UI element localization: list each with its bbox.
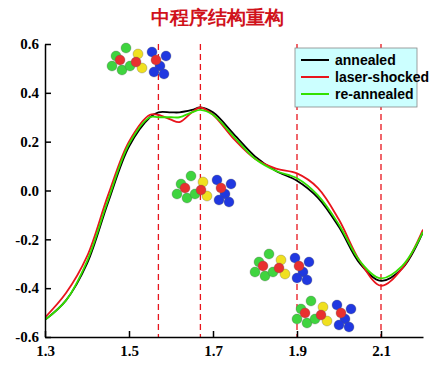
chart-title: 中程序结构重构 [151, 6, 284, 28]
series-line [45, 107, 423, 319]
y-tick: -0.6 [15, 329, 51, 345]
y-tick-label: -0.2 [15, 232, 39, 248]
cluster-atom [336, 308, 346, 318]
cluster-atom [346, 304, 356, 314]
cluster-atom [258, 261, 268, 271]
cluster-atom [294, 261, 304, 271]
series-line [45, 110, 423, 320]
x-tick-label: 1.5 [120, 343, 139, 359]
legend-swatch [301, 93, 329, 95]
y-tick-label: 0.0 [20, 183, 39, 199]
y-tick-mark [45, 337, 51, 339]
cluster-atom [151, 55, 161, 65]
series-line [45, 107, 423, 317]
x-axis-line [46, 337, 424, 339]
y-tick-mark [45, 93, 51, 95]
y-tick-mark [45, 44, 51, 46]
x-tick-mark [381, 331, 383, 337]
y-tick: 0.0 [20, 183, 51, 199]
y-tick: 0.6 [20, 36, 51, 52]
y-tick: -0.4 [15, 280, 51, 296]
cluster-atom [214, 195, 224, 205]
y-axis: -0.6 -0.4 -0.2 0.0 0.2 0.4 0.6 [15, 36, 51, 345]
legend-swatch [301, 76, 329, 78]
y-tick: -0.2 [15, 232, 51, 248]
cluster-atom [180, 183, 190, 193]
legend-label: laser-shocked [335, 69, 429, 85]
cluster-atom [224, 197, 234, 207]
cluster-atom [292, 273, 302, 283]
cluster-atom [186, 171, 196, 181]
x-tick-label: 1.9 [288, 343, 307, 359]
y-tick-mark [45, 288, 51, 290]
x-tick: 2.1 [372, 331, 391, 359]
y-tick-label: -0.4 [15, 280, 39, 296]
cluster-atom [149, 67, 159, 77]
y-tick-mark [45, 141, 51, 143]
x-tick-label: 1.7 [204, 343, 223, 359]
cluster-atom [304, 257, 314, 267]
y-tick-label: 0.4 [20, 85, 39, 101]
cluster-atom [216, 183, 226, 193]
cluster-atom [344, 322, 354, 332]
y-tick-mark [45, 190, 51, 192]
cluster-atom [226, 179, 236, 189]
cluster-atom [274, 263, 284, 273]
x-tick: 1.5 [120, 331, 139, 359]
y-tick-label: -0.6 [15, 329, 39, 345]
y-tick-label: 0.2 [20, 134, 39, 150]
cluster-atom [121, 43, 131, 53]
chart: 中程序结构重构1.31.51.71.92.1-0.6-0.4-0.20.00.2… [0, 0, 435, 370]
cluster-atom [316, 310, 326, 320]
y-tick: 0.2 [20, 134, 51, 150]
cluster-atom [131, 57, 141, 67]
cluster-atom [159, 69, 169, 79]
cluster-atom [300, 308, 310, 318]
cluster-atom [306, 296, 316, 306]
legend: annealedlaser-shockedre-annealed [295, 48, 429, 107]
plot-area [45, 44, 423, 337]
x-tick-mark [129, 331, 131, 337]
legend-label: annealed [335, 52, 396, 68]
x-tick: 1.9 [288, 331, 307, 359]
x-axis: 1.31.51.71.92.1 [36, 331, 423, 359]
y-tick-mark [45, 239, 51, 241]
cluster-atom [264, 249, 274, 259]
y-tick-label: 0.6 [20, 36, 39, 52]
x-tick-mark [297, 331, 299, 337]
reference-line [158, 44, 159, 337]
cluster-atom [196, 185, 206, 195]
y-tick: 0.4 [20, 85, 51, 101]
x-tick-mark [213, 331, 215, 337]
x-tick: 1.7 [204, 331, 223, 359]
legend-label: re-annealed [335, 86, 414, 102]
x-tick-label: 2.1 [372, 343, 391, 359]
cluster-atom [115, 55, 125, 65]
cluster-atom [161, 51, 171, 61]
cluster-atom [302, 275, 312, 285]
legend-swatch [301, 59, 329, 61]
cluster-atom [334, 320, 344, 330]
